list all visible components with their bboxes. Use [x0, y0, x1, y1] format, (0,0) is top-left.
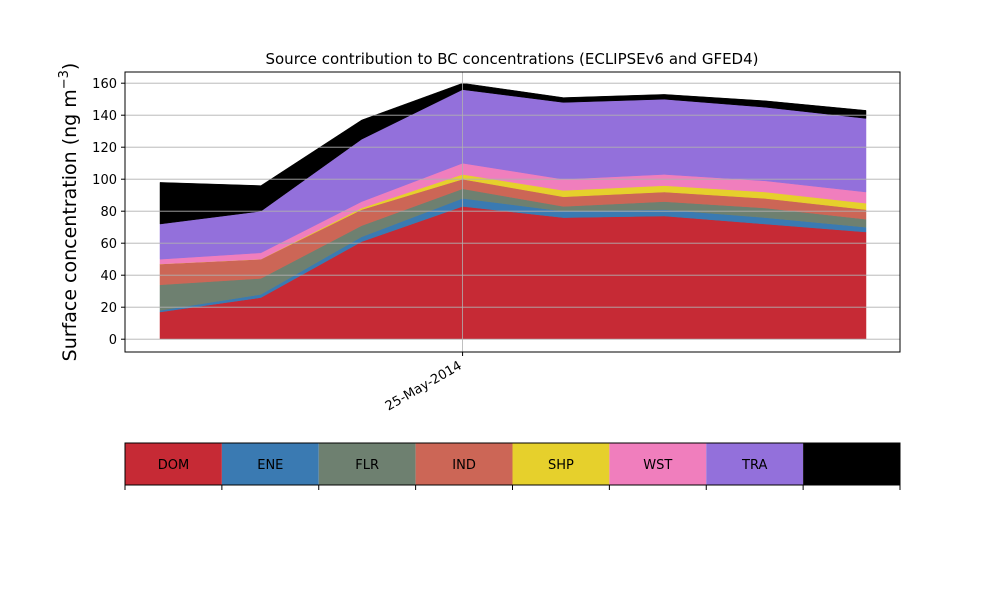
y-tick-label: 20: [100, 301, 117, 316]
legend-swatch-ind: [415, 443, 513, 485]
y-tick-label: 120: [92, 141, 117, 156]
y-axis-label-main: Surface concentration (ng m: [59, 89, 81, 361]
chart-title: Source contribution to BC concentrations…: [265, 50, 758, 68]
legend-label-ind: IND: [452, 458, 476, 473]
x-axis: 25-May-2014: [383, 352, 465, 414]
y-axis: 0 20 40 60 80 100 120 140 160: [92, 77, 125, 348]
y-tick-label: 60: [100, 237, 117, 252]
legend-swatch-flr: [318, 443, 416, 485]
legend-label-wst: WST: [643, 458, 672, 473]
legend-swatch-dom: [125, 443, 222, 485]
x-tick-label: 25-May-2014: [383, 358, 465, 414]
legend-label-dom: DOM: [158, 458, 189, 473]
legend-swatch-bb: [803, 443, 900, 485]
y-tick-label: 40: [100, 269, 117, 284]
legend-swatch-shp: [512, 443, 610, 485]
legend-swatch-tra: [706, 443, 804, 485]
stacked-areas: [159, 82, 867, 340]
legend-label-bb: BB: [843, 458, 861, 473]
y-axis-label-close: ): [59, 63, 81, 70]
y-tick-label: 140: [92, 109, 117, 124]
legend-label-shp: SHP: [548, 458, 574, 473]
legend-swatch-wst: [609, 443, 707, 485]
y-axis-label: Surface concentration (ng m−3): [57, 63, 81, 362]
y-axis-label-superscript: −3: [57, 70, 72, 89]
legend-swatch-ene: [221, 443, 319, 485]
legend-label-tra: TRA: [741, 458, 767, 473]
y-tick-label: 160: [92, 77, 117, 92]
legend-label-flr: FLR: [355, 458, 379, 473]
y-tick-label: 100: [92, 173, 117, 188]
plot-frame: [124, 71, 901, 353]
y-tick-label: 80: [100, 205, 117, 220]
legend-label-ene: ENE: [257, 458, 283, 473]
grid-lines: [125, 72, 900, 352]
color-legend: DOM ENE FLR IND SHP WST TRA BB: [124, 442, 901, 490]
y-tick-label: 0: [109, 333, 117, 348]
area-bb: [159, 82, 867, 225]
